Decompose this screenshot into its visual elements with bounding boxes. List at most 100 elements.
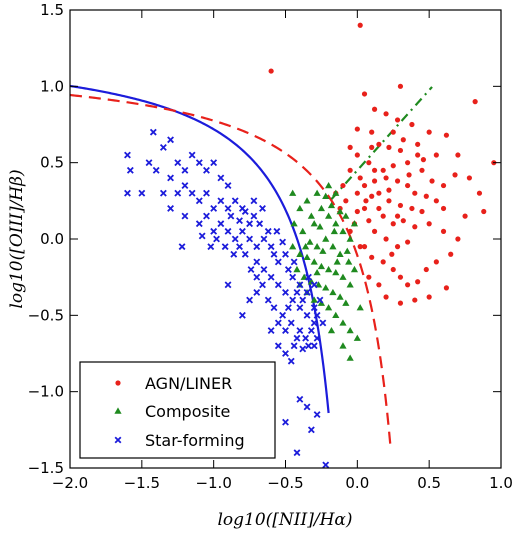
composite-point	[303, 197, 311, 204]
composite-point	[336, 207, 344, 215]
x-tick-label: −0.5	[267, 474, 303, 492]
agn-point	[371, 167, 378, 173]
star-forming-point	[152, 166, 160, 174]
agn-point	[426, 129, 432, 135]
composite-point	[313, 268, 321, 276]
star-forming-point	[290, 342, 298, 350]
agn-point	[440, 205, 447, 212]
composite-point	[350, 220, 359, 227]
star-forming-point	[293, 334, 301, 342]
y-tick-label: 1.5	[40, 1, 64, 19]
agn-point	[361, 91, 368, 97]
star-forming-point	[250, 212, 258, 220]
agn-point	[466, 175, 472, 181]
composite-point	[296, 204, 304, 212]
star-forming-point	[310, 342, 318, 350]
agn-point	[415, 152, 421, 158]
agn-point	[423, 266, 429, 273]
composite-point	[346, 281, 354, 288]
star-forming-point	[217, 197, 225, 205]
legend-box	[79, 361, 276, 459]
legend-marker-x	[114, 436, 122, 444]
series-star-forming	[124, 128, 330, 468]
agn-point	[371, 106, 378, 112]
star-forming-point	[188, 189, 196, 197]
agn-point	[409, 121, 415, 128]
y-tick-label: 0.0	[40, 230, 64, 248]
y-tick-label: −0.5	[28, 306, 64, 324]
star-forming-point	[259, 205, 266, 212]
x-tick-label: 0.0	[345, 474, 369, 492]
star-forming-point	[260, 235, 268, 243]
agn-point	[380, 259, 386, 265]
agn-point	[363, 198, 369, 204]
agn-point	[405, 282, 411, 288]
composite-point	[346, 354, 354, 361]
agn-point	[361, 182, 368, 189]
composite-point	[307, 212, 315, 219]
composite-point	[296, 250, 304, 257]
star-forming-point	[247, 266, 255, 273]
star-forming-point	[267, 243, 275, 251]
agn-point	[361, 205, 368, 212]
agn-point	[369, 144, 375, 150]
composite-point	[339, 342, 347, 349]
agn-point	[397, 274, 404, 280]
star-forming-point	[260, 266, 268, 273]
star-forming-point	[310, 281, 318, 289]
star-forming-point	[241, 250, 249, 258]
agn-point	[400, 137, 406, 143]
agn-point	[376, 282, 382, 288]
agn-point	[366, 274, 372, 280]
agn-point	[394, 244, 401, 250]
agn-point	[405, 182, 411, 189]
star-forming-point	[195, 197, 203, 205]
agn-point	[476, 190, 483, 196]
star-forming-point	[322, 461, 330, 468]
star-forming-point	[270, 304, 278, 312]
star-forming-point	[264, 296, 272, 304]
star-forming-point	[181, 182, 189, 190]
star-forming-point	[296, 327, 304, 335]
legend-label-star-forming: Star-forming	[145, 431, 245, 450]
agn-point	[361, 244, 368, 250]
star-forming-point	[274, 281, 282, 289]
legend-label-agn: AGN/LINER	[145, 374, 232, 393]
agn-point	[397, 83, 404, 89]
composite-point	[346, 327, 354, 334]
agn-point	[448, 251, 454, 257]
star-forming-point	[259, 281, 266, 289]
composite-point	[325, 212, 333, 219]
composite-point	[319, 247, 327, 254]
agn-point	[354, 190, 360, 196]
star-forming-point	[210, 205, 218, 212]
star-forming-point	[274, 342, 282, 350]
agn-point	[357, 22, 363, 28]
agn-point	[433, 259, 439, 265]
star-forming-point	[195, 159, 203, 167]
star-forming-point	[224, 205, 232, 212]
composite-point	[332, 311, 340, 319]
star-forming-point	[305, 273, 312, 281]
star-forming-point	[253, 273, 261, 281]
y-tick-label: −1.5	[28, 459, 64, 477]
composite-point	[327, 327, 336, 334]
x-tick-label: −1.5	[124, 474, 160, 492]
star-forming-point	[236, 243, 243, 251]
star-forming-point	[246, 235, 254, 243]
star-forming-point	[313, 334, 321, 342]
star-forming-point	[178, 243, 186, 251]
composite-point	[342, 212, 350, 219]
composite-point	[322, 235, 330, 242]
star-forming-point	[174, 189, 182, 197]
composite-point	[353, 334, 361, 341]
agn-point	[390, 129, 396, 135]
star-forming-point	[253, 258, 261, 266]
star-forming-point	[221, 243, 229, 251]
star-forming-point	[159, 143, 167, 151]
star-forming-point	[217, 174, 225, 182]
composite-point	[310, 258, 318, 265]
agn-point	[472, 99, 478, 105]
star-forming-point	[174, 159, 182, 167]
